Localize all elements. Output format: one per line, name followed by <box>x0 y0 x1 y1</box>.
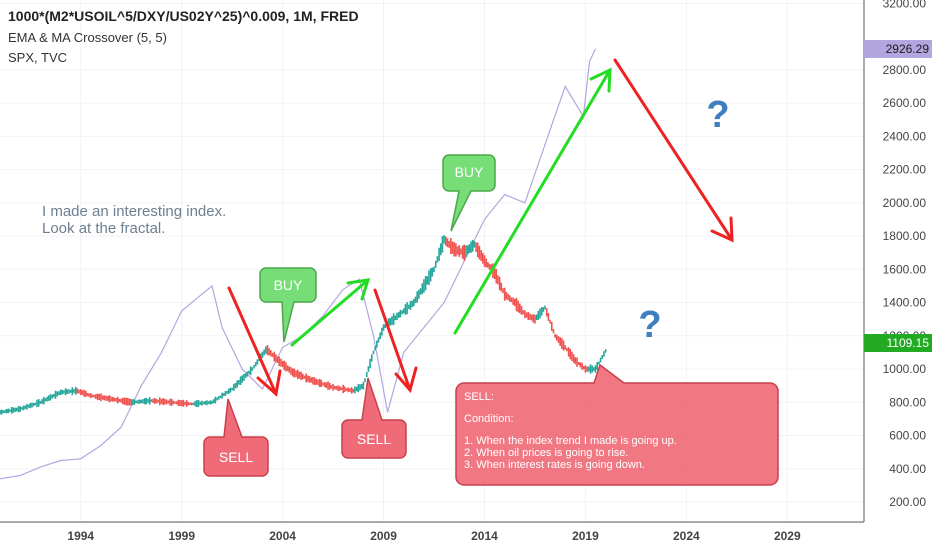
index-series <box>0 235 607 415</box>
red-arrow-2 <box>373 288 418 394</box>
x-tick-label-3: 2009 <box>370 529 397 543</box>
condition-callout <box>455 363 779 486</box>
x-axis: 1994 1999 2004 2009 2014 2019 2024 2029 <box>0 521 864 543</box>
green-arrow-2 <box>453 67 612 335</box>
condition-item-1: 1. When the index trend I made is going … <box>464 435 677 447</box>
sell-callout-1: SELL <box>203 398 269 477</box>
indicator-legend: EMA & MA Crossover (5, 5) <box>8 30 167 45</box>
y-tick-label-9: 2000.00 <box>883 196 927 210</box>
y-tick-label-14: 3200.00 <box>883 0 927 10</box>
y-axis: 200.00400.00600.00800.001000.001200.0014… <box>863 0 927 522</box>
question-mark-upper: ? <box>706 94 729 136</box>
index-price-tag-text: 1109.15 <box>887 336 930 350</box>
spx-price-tag: 2926.29 <box>864 40 932 58</box>
x-tick-label-5: 2019 <box>572 529 599 543</box>
question-mark-lower: ? <box>638 304 661 346</box>
x-tick-label-4: 2014 <box>471 529 498 543</box>
chart-title: 1000*(M2*USOIL^5/DXY/US02Y^25)^0.009, 1M… <box>8 8 359 24</box>
green-arrow-1 <box>290 278 371 347</box>
buy-label-2: BUY <box>455 164 484 180</box>
condition-subtitle: Condition: <box>464 413 514 425</box>
x-tick-label-2: 2004 <box>269 529 296 543</box>
y-tick-label-4: 1000.00 <box>883 362 927 376</box>
condition-text: SELL: Condition: 1. When the index trend… <box>464 391 774 471</box>
y-tick-label-13: 2800.00 <box>883 63 927 77</box>
y-tick-label-7: 1600.00 <box>883 262 927 276</box>
condition-title: SELL: <box>464 391 494 403</box>
y-tick-label-3: 800.00 <box>889 395 926 409</box>
y-tick-label-2: 600.00 <box>889 429 926 443</box>
spx-price-tag-text: 2926.29 <box>886 42 930 56</box>
x-tick-label-1: 1999 <box>168 529 195 543</box>
author-note-line-1: I made an interesting index. <box>42 203 227 220</box>
sell-label-1: SELL <box>219 449 253 465</box>
buy-callout-1: BUY <box>259 267 317 343</box>
red-arrow-1 <box>227 286 282 397</box>
y-tick-label-1: 400.00 <box>889 462 926 476</box>
buy-callout-2: BUY <box>442 154 496 232</box>
y-tick-label-12: 2600.00 <box>883 96 927 110</box>
x-tick-label-6: 2024 <box>673 529 700 543</box>
y-tick-label-8: 1800.00 <box>883 229 927 243</box>
sell-callout-2: SELL <box>341 377 407 459</box>
x-tick-label-7: 2029 <box>774 529 801 543</box>
buy-label-1: BUY <box>274 277 303 293</box>
author-note: I made an interesting index. Look at the… <box>42 203 226 237</box>
index-price-tag: 1109.15 <box>864 334 932 352</box>
y-tick-label-6: 1400.00 <box>883 296 927 310</box>
author-note-line-2: Look at the fractal. <box>42 220 166 237</box>
annotation-arrows <box>227 58 734 397</box>
y-tick-label-11: 2400.00 <box>883 129 927 143</box>
red-arrow-3 <box>613 58 734 243</box>
condition-item-3: 3. When interest rates is going down. <box>464 459 645 471</box>
y-tick-label-0: 200.00 <box>889 495 926 509</box>
x-tick-label-0: 1994 <box>67 529 94 543</box>
y-tick-label-10: 2200.00 <box>883 163 927 177</box>
sell-label-2: SELL <box>357 431 391 447</box>
comparison-legend: SPX, TVC <box>8 50 68 65</box>
condition-item-2: 2. When oil prices is going to rise. <box>464 447 629 459</box>
